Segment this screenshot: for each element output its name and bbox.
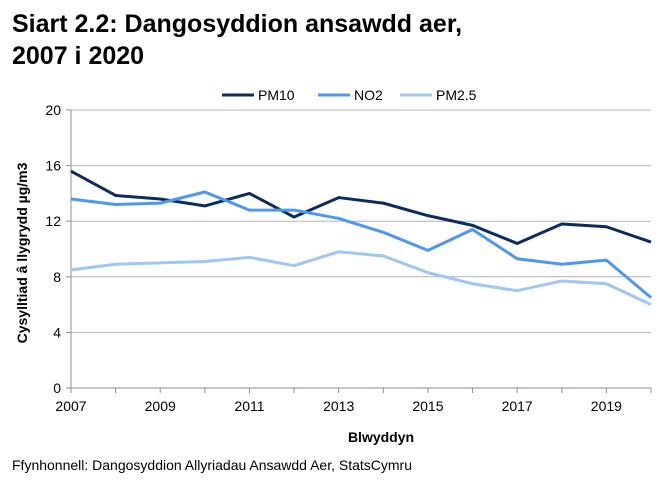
series-line-pm10 [70, 169, 652, 245]
x-tick-label: 2007 [55, 398, 86, 414]
y-tick-label: 16 [45, 158, 61, 174]
x-tick-label: 2017 [502, 398, 533, 414]
legend-label: PM2.5 [436, 87, 477, 103]
y-axis-title: Cysylltiad â llygrydd µg/m3 [14, 162, 30, 343]
y-tick-label: 20 [45, 102, 61, 118]
y-tick-label: 8 [53, 269, 61, 285]
x-tick-label: 2013 [323, 398, 354, 414]
y-tick-label: 12 [45, 213, 61, 229]
x-axis-title: Blwyddyn [348, 429, 414, 445]
legend-label: NO2 [354, 87, 383, 103]
x-tick-label: 2009 [145, 398, 176, 414]
x-tick-label: 2011 [234, 398, 264, 414]
source-note: Ffynhonnell: Dangosyddion Allyriadau Ans… [12, 457, 413, 473]
y-tick-label: 4 [53, 324, 61, 340]
y-tick-label: 0 [53, 380, 61, 396]
chart-title: Siart 2.2: Dangosyddion ansawdd aer, 200… [12, 8, 612, 72]
title-line-1: Siart 2.2: Dangosyddion ansawdd aer, [12, 10, 463, 38]
x-tick-label: 2019 [591, 398, 622, 414]
title-line-2: 2007 i 2020 [12, 42, 145, 70]
legend-label: PM10 [258, 87, 295, 103]
series-line-pm25 [70, 250, 652, 306]
x-tick-label: 2015 [412, 398, 443, 414]
series-line-no2 [70, 190, 652, 299]
